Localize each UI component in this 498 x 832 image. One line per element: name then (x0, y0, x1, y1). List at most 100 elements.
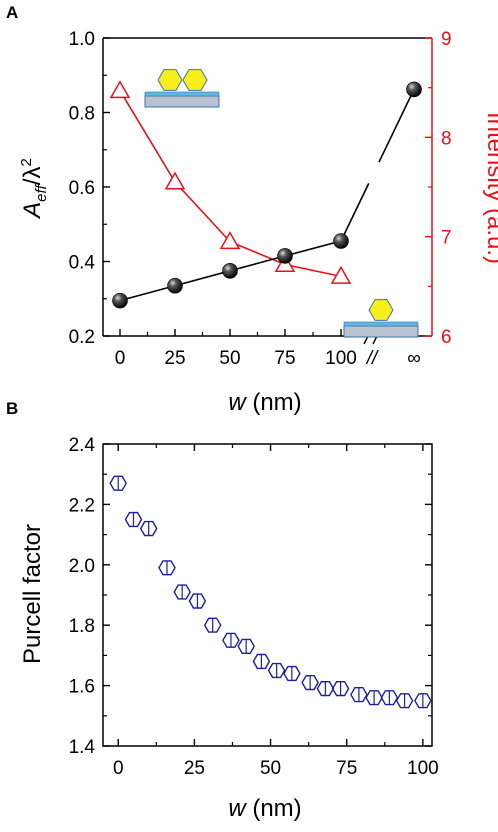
aeff-line-segment (284, 240, 342, 257)
hexagon-outline (380, 690, 399, 706)
y-tick-label: 2.2 (69, 495, 95, 516)
y-tick-label-left: 0.2 (69, 327, 95, 348)
x-tick-label: 50 (260, 758, 281, 779)
intensity-triangle-marker (330, 265, 352, 284)
spacer-layer-icon (343, 321, 419, 327)
y-tick-label-right: 9 (441, 29, 452, 50)
purcell-hexagon-marker (267, 662, 286, 679)
ylabel-left-sup: 2 (18, 158, 35, 166)
hexagon-outline (139, 520, 158, 537)
purcell-hexagon-marker (139, 520, 158, 537)
aeff-line-segment (340, 183, 370, 242)
panel-a-x-var: w (228, 389, 247, 416)
purcell-hexagon-marker (365, 690, 383, 706)
single-nanoparticle-on-substrate-icon (343, 299, 419, 338)
y-tick-label: 2.4 (69, 435, 96, 456)
hexagon-outline (316, 681, 335, 697)
x-break-label: // (365, 348, 379, 369)
ylabel-left-rest: /λ (19, 166, 46, 185)
purcell-hexagon-marker (316, 681, 335, 697)
hexagon-outline (124, 511, 143, 528)
hexagon-outline (222, 632, 240, 648)
purcell-hexagon-marker (237, 638, 256, 654)
hexagon-outline (331, 681, 350, 697)
purcell-hexagon-marker (414, 693, 432, 709)
x-tick-label: ∞ (407, 348, 421, 369)
spacer-layer-icon (144, 91, 220, 97)
hexagon-outline (237, 638, 256, 654)
x-tick-label: 0 (113, 758, 124, 779)
hexagon-outline (283, 665, 301, 682)
purcell-hexagon-marker (350, 687, 368, 703)
hexagon-outline (414, 693, 432, 709)
y-tick-label: 1.4 (69, 737, 96, 758)
aeff-sphere-marker (406, 81, 422, 98)
y-tick-label-right: 8 (441, 128, 452, 149)
panel-b-letter: B (6, 399, 18, 418)
y-tick-label-right: 6 (441, 327, 452, 348)
purcell-hexagon-marker (380, 690, 399, 706)
hexagon-outline (158, 560, 176, 576)
purcell-hexagon-marker (203, 617, 222, 633)
nanoparticle-icon (157, 69, 183, 91)
purcell-hexagon-marker (301, 675, 319, 691)
nanoparticle-icon (182, 69, 208, 91)
hexagon-outline (188, 593, 207, 609)
x-tick-label: 0 (115, 348, 126, 369)
aeff-line-segment (378, 89, 415, 163)
panel-b-chart: B 1.4 1.6 1.8 2.0 2.2 2.4 0 25 50 75 100 w (nm) Pu… (6, 399, 439, 822)
purcell-hexagon-marker (188, 593, 207, 609)
aeff-sphere-marker (167, 277, 183, 294)
ylabel-left-sub: eff (33, 183, 50, 202)
y-tick-label-left: 0.8 (69, 104, 95, 125)
aeff-sphere-marker (222, 263, 238, 279)
y-tick-label-right: 7 (441, 228, 452, 249)
panel-b-plot-area: 1.4 1.6 1.8 2.0 2.2 2.4 0 25 50 75 100 (69, 435, 439, 779)
x-tick-label: 100 (325, 348, 357, 369)
panel-b-y-axis-title: Purcell factor (19, 524, 46, 664)
panel-a-x-axis-title: w (nm) (228, 389, 301, 416)
y-tick-label-left: 1.0 (69, 29, 95, 50)
x-tick-label: 75 (274, 348, 295, 369)
purcell-hexagon-marker (158, 560, 176, 576)
x-tick-label: 50 (219, 348, 240, 369)
hexagon-outline (109, 475, 128, 491)
panel-b-x-axis-title: w (nm) (228, 795, 301, 822)
x-tick-label: 25 (184, 758, 205, 779)
aeff-sphere-marker (333, 233, 349, 249)
x-tick-label: 75 (336, 758, 357, 779)
y-tick-label: 1.6 (69, 677, 95, 698)
substrate-icon (343, 325, 419, 338)
purcell-hexagon-marker (252, 653, 271, 670)
panel-a-x-unit: (nm) (246, 389, 302, 416)
panel-b-x-unit: (nm) (246, 795, 302, 822)
ylabel-left-base: A (19, 202, 46, 220)
hexagon-outline (395, 693, 414, 709)
y-tick-label: 1.8 (69, 616, 95, 637)
nanoparticle-icon (368, 299, 394, 321)
purcell-hexagon-marker (173, 584, 192, 600)
y-tick-label-left: 0.4 (69, 253, 96, 274)
intensity-triangle-marker (109, 80, 131, 99)
purcell-hexagon-marker (109, 475, 128, 491)
hexagon-outline (365, 690, 383, 706)
y-tick-label: 2.0 (69, 556, 95, 577)
hexagon-outline (301, 675, 319, 691)
aeff-line-segment (229, 255, 286, 272)
hexagon-outline (252, 653, 271, 670)
purcell-hexagon-marker (331, 681, 350, 697)
panel-a-chart: A 0.2 0.4 0.6 0.8 1.0 6 7 8 9 0 25 50 75 100 ∞ // w (nm… (6, 3, 498, 416)
panel-a-left-y-axis-title: Aeff/λ2 (18, 158, 50, 220)
aeff-sphere-marker (112, 292, 128, 309)
panel-a-right-y-axis-title: Intensity (a.u.) (482, 112, 498, 264)
intensity-triangle-marker (219, 231, 241, 250)
substrate-icon (144, 95, 220, 108)
x-tick-label: 100 (407, 758, 439, 779)
purcell-hexagon-marker (124, 511, 143, 528)
aeff-sphere-marker (277, 248, 293, 264)
two-nanoparticle-dimer-on-substrate-icon (144, 69, 220, 108)
hexagon-outline (267, 662, 286, 679)
panel-a-plot-area: 0.2 0.4 0.6 0.8 1.0 6 7 8 9 0 25 50 75 100 ∞ // (69, 29, 452, 369)
purcell-hexagon-marker (283, 665, 301, 682)
x-tick-label: 25 (164, 348, 185, 369)
